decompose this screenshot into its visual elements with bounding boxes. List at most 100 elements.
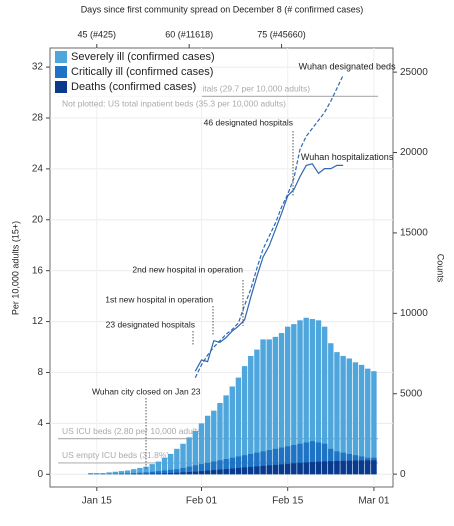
y-tick-label: 24 [32, 164, 44, 175]
bar [161, 457, 168, 475]
bar [272, 336, 279, 475]
bar [334, 352, 340, 475]
legend-label: Severely ill (confirmed cases) [71, 51, 215, 63]
y-tick-label: 0 [37, 469, 43, 480]
bar [87, 473, 94, 475]
annotation: Wuhan city closed on Jan 23 [92, 386, 201, 396]
annotation: 23 designated hospitals [106, 319, 195, 329]
x-tick-label: Feb 15 [272, 496, 304, 507]
bar [143, 473, 149, 475]
bar [204, 470, 211, 475]
bar [291, 324, 297, 475]
bar [229, 468, 235, 475]
x2-tick-label: 60 (#11618) [165, 29, 213, 39]
bar [321, 443, 328, 475]
bar [198, 423, 205, 475]
bar [260, 339, 266, 475]
bar [321, 461, 328, 475]
bar [272, 448, 279, 475]
bar [223, 395, 229, 475]
bar [235, 456, 242, 475]
y2-tick-label: 5000 [400, 388, 423, 399]
bar [204, 462, 211, 475]
bar [291, 463, 297, 475]
line-label: Wuhan designated beds [299, 62, 396, 72]
bar [365, 460, 371, 475]
bar [161, 473, 168, 475]
bar [204, 415, 211, 475]
bar [266, 339, 272, 475]
bar [278, 464, 285, 475]
bar [248, 466, 254, 475]
bar [167, 469, 174, 475]
y2-axis-title: Counts [436, 254, 446, 283]
bar [309, 462, 316, 475]
bar [260, 465, 266, 475]
bar [180, 472, 186, 475]
legend-label: Critically ill (confirmed cases) [71, 66, 213, 78]
y-axis-title: Per 10,000 adults (15+) [10, 221, 20, 315]
y2-tick-label: 10000 [400, 308, 428, 319]
bar [241, 366, 248, 475]
bar [297, 443, 303, 475]
bar [211, 410, 217, 475]
bar [186, 437, 192, 475]
line-series [194, 163, 344, 372]
bar [272, 464, 279, 475]
bar [309, 441, 316, 475]
top-axis-title: Days since first community spread on Dec… [81, 4, 364, 14]
bar [155, 473, 162, 475]
bar [100, 473, 106, 475]
bar [223, 459, 229, 475]
bar [118, 471, 125, 475]
bar [186, 466, 192, 475]
legend-label: Deaths (confirmed cases) [71, 81, 196, 93]
bar [211, 461, 217, 475]
legend-box [52, 50, 202, 98]
y-tick-label: 20 [32, 214, 44, 225]
bar [297, 462, 303, 475]
bar [334, 460, 340, 475]
x-tick-label: Mar 01 [358, 496, 390, 507]
bar [365, 368, 371, 475]
annotation: 1st new hospital in operation [105, 294, 213, 304]
bar [346, 460, 352, 475]
y2-tick-label: 15000 [400, 228, 428, 239]
bar [371, 371, 377, 475]
bar [352, 362, 359, 475]
bar [106, 472, 112, 475]
bar [235, 377, 242, 475]
y-tick-label: 28 [32, 113, 44, 124]
y-tick-label: 8 [37, 367, 43, 378]
bar [124, 473, 131, 475]
bar [315, 442, 322, 475]
bar [248, 355, 254, 475]
bar [131, 469, 137, 475]
note: Not plotted: US total inpatient beds (35… [62, 99, 286, 109]
reference-label: US ICU beds (2.80 per 10,000 adults) [62, 426, 204, 436]
bar [217, 403, 223, 475]
legend-swatch [55, 81, 67, 93]
bar [198, 471, 205, 475]
y-tick-label: 32 [32, 62, 44, 73]
bar [309, 319, 316, 475]
bar [186, 471, 192, 475]
x-tick-label: Feb 01 [186, 496, 218, 507]
bar [284, 326, 291, 475]
bar [340, 355, 346, 475]
bar [149, 473, 155, 475]
legend-swatch [55, 66, 67, 78]
bar [167, 473, 174, 475]
bar [303, 442, 309, 475]
bar [124, 470, 131, 475]
bar [217, 460, 223, 475]
y2-tick-label: 20000 [400, 147, 428, 158]
bar [112, 473, 118, 475]
bar [192, 471, 199, 475]
bar [241, 455, 248, 475]
bar [278, 447, 285, 475]
bar [131, 473, 137, 475]
bar [223, 469, 229, 475]
bar [217, 469, 223, 475]
bar [174, 469, 180, 475]
